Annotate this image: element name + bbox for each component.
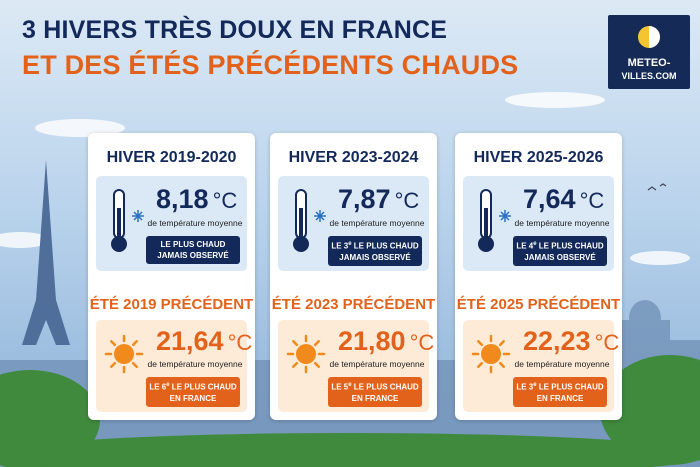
temperature-value: 21,64 xyxy=(156,326,224,356)
temperature-unit: °C xyxy=(227,330,253,355)
logo-icon xyxy=(638,26,660,48)
winter-title: HIVER 2023-2024 xyxy=(288,149,419,166)
badge-rank-suffix: e xyxy=(166,382,170,388)
winter-title: HIVER 2025-2026 xyxy=(473,149,604,166)
summer-title: ÉTÉ 2019 PRÉCÉDENT xyxy=(89,296,254,313)
summer-icon xyxy=(286,334,326,379)
winter-box: 7,64 °C de température moyenne LE 4e LE PLU… xyxy=(463,176,614,271)
temperature-value: 7,64 xyxy=(523,184,576,214)
temperature: 21,80 °C xyxy=(338,326,434,357)
temperature-unit: °C xyxy=(212,188,238,213)
badge-line-2: JAMAIS OBSERVÉ xyxy=(524,252,596,262)
badge-line-2: EN FRANCE xyxy=(169,393,217,403)
badge-line-2: JAMAIS OBSERVÉ xyxy=(339,252,411,262)
rank-badge: LE 5e LE PLUS CHAUD EN FRANCE xyxy=(328,377,422,407)
temperature-value: 8,18 xyxy=(156,184,209,214)
thermometer-icon xyxy=(478,189,511,252)
badge-line-1: LE 3e LE PLUS CHAUD xyxy=(328,239,422,252)
card: HIVER 2019-2020 ÉTÉ 2019 PRÉCÉDENT 8,18 °C d… xyxy=(88,133,255,420)
temperature: 7,87 °C xyxy=(338,184,419,215)
temperature: 21,64 °C xyxy=(156,326,252,357)
sun-icon xyxy=(286,334,326,374)
badge-rank: LE 6 xyxy=(149,382,167,392)
summer-box: 21,64 °C de température moyenne LE 6e LE PL… xyxy=(96,320,252,412)
winter-icon xyxy=(473,186,513,261)
caption: de température moyenne xyxy=(147,359,243,369)
temperature-value: 22,23 xyxy=(523,326,591,356)
badge-rank-suffix: e xyxy=(533,241,537,247)
badge-line-2: EN FRANCE xyxy=(536,393,584,403)
sun-icon xyxy=(104,334,144,374)
badge-line-2: JAMAIS OBSERVÉ xyxy=(157,251,229,260)
rank-badge: LE 3e LE PLUS CHAUD JAMAIS OBSERVÉ xyxy=(328,236,422,266)
badge-text: LE PLUS CHAUD xyxy=(538,382,604,392)
caption: de température moyenne xyxy=(147,218,243,228)
summer-title: ÉTÉ 2023 PRÉCÉDENT xyxy=(271,296,436,313)
thermometer-icon xyxy=(111,189,144,252)
temperature-value: 21,80 xyxy=(338,326,406,356)
title-line-2: ET DES ÉTÉS PRÉCÉDENTS CHAUDS xyxy=(22,50,519,80)
thermometer-icon xyxy=(293,189,326,252)
winter-box: 8,18 °C de température moyenne LE PLUS CHAU… xyxy=(96,176,247,271)
logo: METEO- VILLES.COM xyxy=(608,15,690,89)
title-line-1: 3 HIVERS TRÈS DOUX EN FRANCE xyxy=(22,16,448,44)
summer-box: 21,80 °C de température moyenne LE 5e LE PL… xyxy=(278,320,434,412)
summer-box: 22,23 °C de température moyenne LE 3e LE PL… xyxy=(463,320,619,412)
caption: de température moyenne xyxy=(329,359,425,369)
temperature: 7,64 °C xyxy=(523,184,604,215)
rank-badge: LE PLUS CHAUD JAMAIS OBSERVÉ xyxy=(146,236,240,264)
badge-text: LE PLUS CHAUD xyxy=(353,241,419,251)
summer-icon xyxy=(471,334,511,379)
caption: de température moyenne xyxy=(329,218,425,228)
badge-line-1: LE 5e LE PLUS CHAUD xyxy=(328,380,422,393)
badge-line-1: LE 3e LE PLUS CHAUD xyxy=(513,380,607,393)
rank-badge: LE 3e LE PLUS CHAUD EN FRANCE xyxy=(513,377,607,407)
sun-icon xyxy=(471,334,511,374)
badge-text: LE PLUS CHAUD xyxy=(160,240,226,249)
temperature-unit: °C xyxy=(409,330,435,355)
winter-icon xyxy=(288,186,328,261)
rank-badge: LE 4e LE PLUS CHAUD JAMAIS OBSERVÉ xyxy=(513,236,607,266)
badge-rank-suffix: e xyxy=(348,382,352,388)
summer-icon xyxy=(104,334,144,379)
badge-line-1: LE 4e LE PLUS CHAUD xyxy=(513,239,607,252)
card: HIVER 2023-2024 ÉTÉ 2023 PRÉCÉDENT 7,87 °C d… xyxy=(270,133,437,420)
temperature-unit: °C xyxy=(394,188,420,213)
badge-text: LE PLUS CHAUD xyxy=(538,241,604,251)
card: HIVER 2025-2026 ÉTÉ 2025 PRÉCÉDENT 7,64 °C d… xyxy=(455,133,622,420)
badge-rank: LE 5 xyxy=(331,382,349,392)
rank-badge: LE 6e LE PLUS CHAUD EN FRANCE xyxy=(146,377,240,407)
badge-rank: LE 3 xyxy=(516,382,534,392)
temperature-unit: °C xyxy=(594,330,620,355)
badge-rank-suffix: e xyxy=(533,382,537,388)
badge-rank: LE 4 xyxy=(516,241,534,251)
caption: de température moyenne xyxy=(514,218,610,228)
badge-rank: LE 3 xyxy=(331,241,349,251)
badge-text: LE PLUS CHAUD xyxy=(171,382,237,392)
badge-text: LE PLUS CHAUD xyxy=(353,382,419,392)
temperature-value: 7,87 xyxy=(338,184,391,214)
winter-icon xyxy=(106,186,146,261)
winter-title: HIVER 2019-2020 xyxy=(106,149,237,166)
summer-title: ÉTÉ 2025 PRÉCÉDENT xyxy=(456,296,621,313)
badge-line-2: EN FRANCE xyxy=(351,393,399,403)
temperature-unit: °C xyxy=(579,188,605,213)
winter-box: 7,87 °C de température moyenne LE 3e LE PLU… xyxy=(278,176,429,271)
temperature: 8,18 °C xyxy=(156,184,237,215)
badge-line-1: LE PLUS CHAUD xyxy=(146,239,240,250)
temperature: 22,23 °C xyxy=(523,326,619,357)
logo-line-2: VILLES.COM xyxy=(621,71,677,81)
badge-rank-suffix: e xyxy=(348,241,352,247)
badge-line-1: LE 6e LE PLUS CHAUD xyxy=(146,380,240,393)
logo-line-1: METEO- xyxy=(627,57,671,69)
caption: de température moyenne xyxy=(514,359,610,369)
